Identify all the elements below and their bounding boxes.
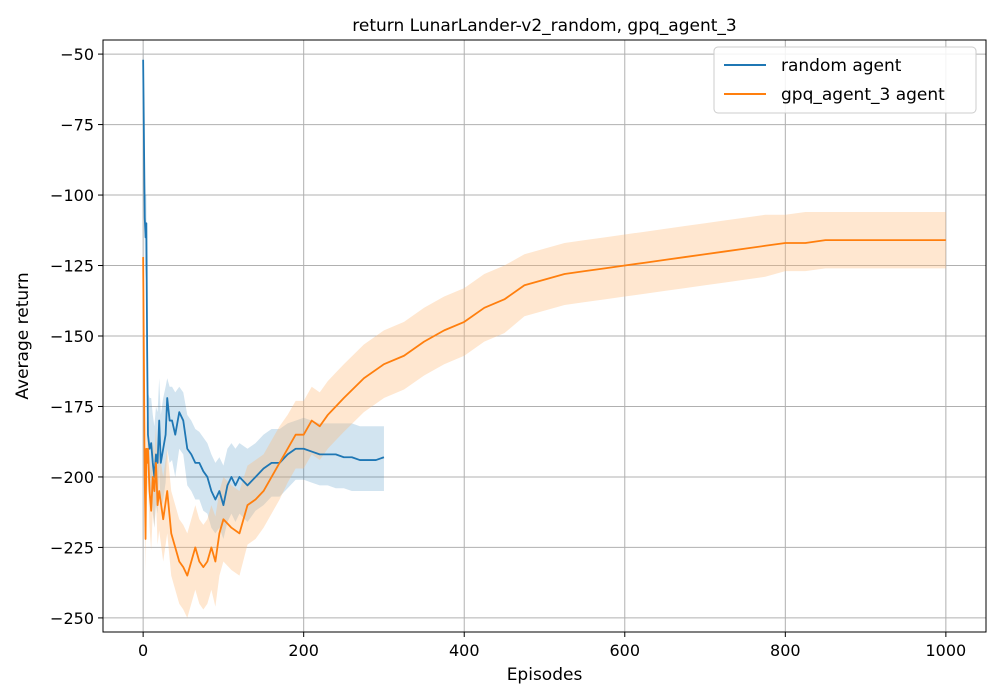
legend-label-gpq-agent-3: gpq_agent_3 agent (781, 85, 945, 105)
x-tick-label: 200 (288, 641, 319, 660)
legend-box (713, 46, 977, 114)
y-tick-label: −125 (50, 257, 94, 276)
y-tick-label: −250 (50, 609, 94, 628)
y-tick-label: −50 (60, 45, 94, 64)
confidence-band-0 (143, 40, 384, 539)
y-tick-label: −100 (50, 186, 94, 205)
y-tick-label: −75 (60, 116, 94, 135)
y-axis-label: Average return (13, 272, 33, 399)
x-tick-label: 800 (770, 641, 801, 660)
x-tick-label: 1000 (926, 641, 967, 660)
x-tick-label: 0 (138, 641, 148, 660)
chart-title: return LunarLander-v2_random, gpq_agent_… (352, 16, 736, 36)
x-tick-label: 600 (609, 641, 640, 660)
y-tick-label: −150 (50, 327, 94, 346)
series-lines (142, 59, 946, 577)
legend-label-random-agent: random agent (781, 56, 902, 76)
confidence-bands (143, 40, 946, 618)
y-tick-label: −200 (50, 468, 94, 487)
axis-ticks: 0 200 400 600 800 1000 −50 −75 −100 −125 −150 −175 −… (50, 45, 966, 660)
grid (103, 40, 986, 632)
x-tick-label: 400 (449, 641, 480, 660)
series-line-1 (142, 239, 946, 577)
confidence-band-1 (143, 211, 946, 618)
series-line-0 (142, 59, 385, 507)
y-tick-label: −225 (50, 538, 94, 557)
legend: random agent gpq_agent_3 agent (713, 46, 977, 114)
x-axis-label: Episodes (507, 665, 583, 685)
y-tick-label: −175 (50, 397, 94, 416)
